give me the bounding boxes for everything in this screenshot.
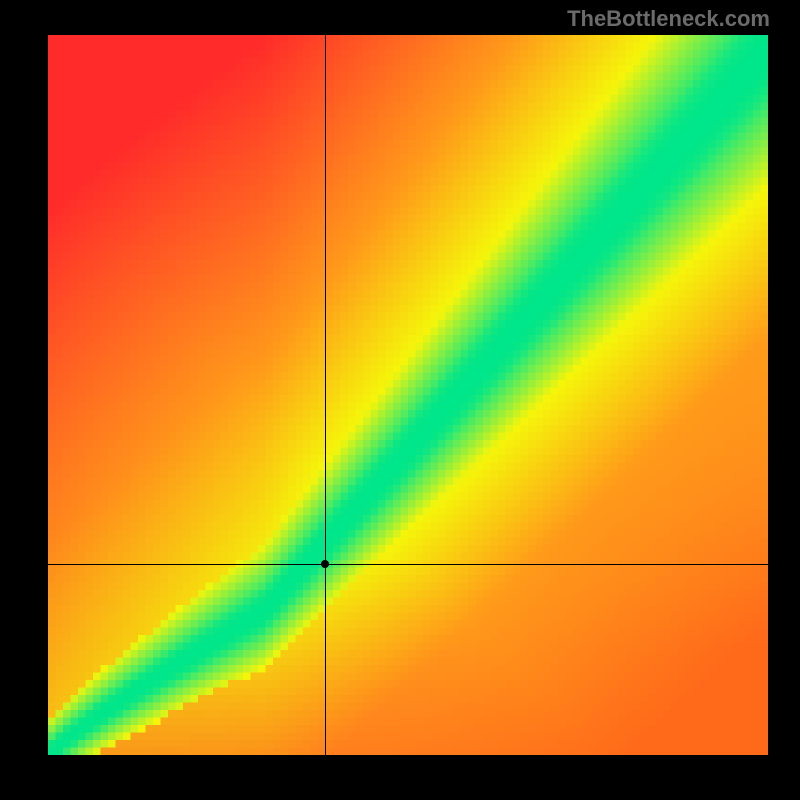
crosshair-vertical xyxy=(325,35,326,755)
crosshair-horizontal xyxy=(48,564,768,565)
bottleneck-heatmap xyxy=(48,35,768,755)
watermark-text: TheBottleneck.com xyxy=(567,6,770,32)
chart-container: TheBottleneck.com xyxy=(0,0,800,800)
